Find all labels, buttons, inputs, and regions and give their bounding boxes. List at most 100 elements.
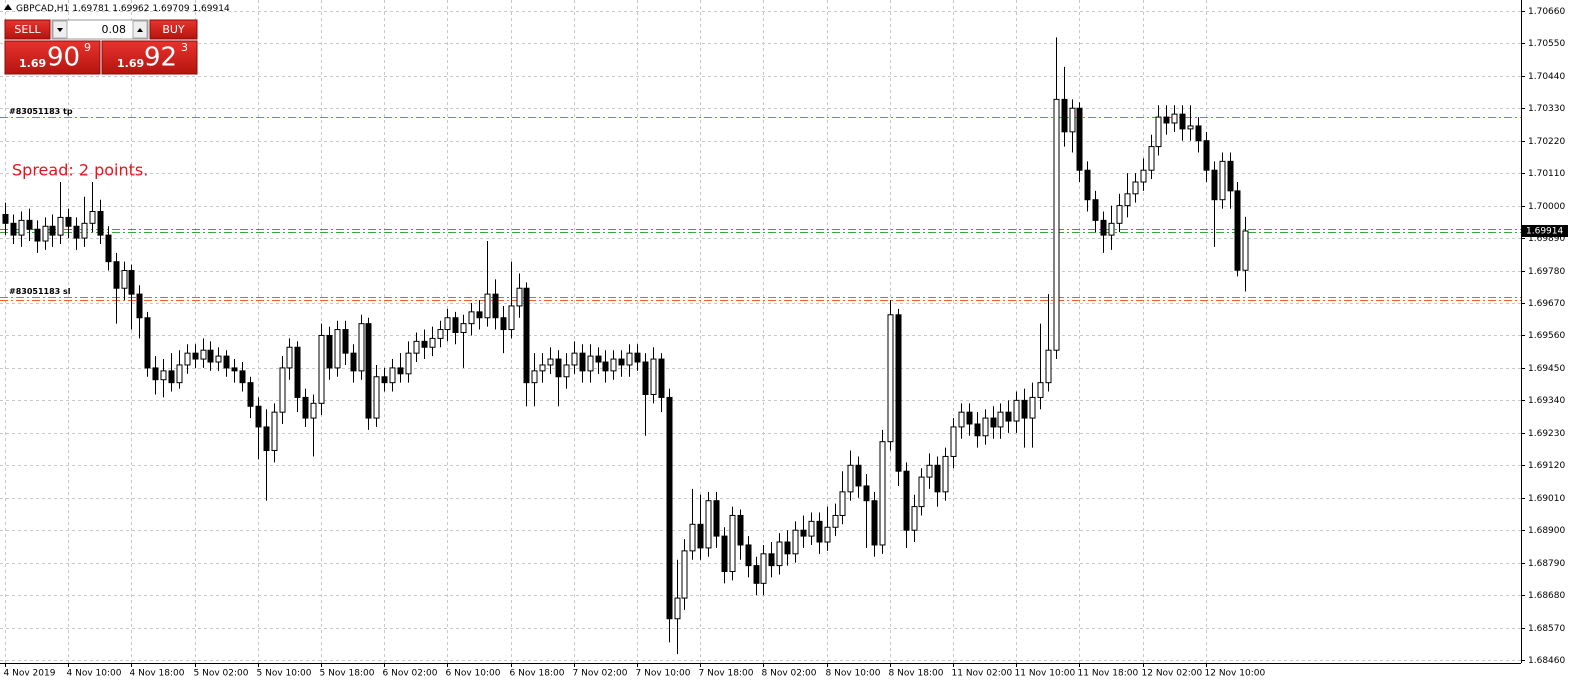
x-tick-label: 6 Nov 18:00: [510, 669, 565, 679]
candle-body: [745, 544, 752, 567]
y-tick-label: 1.70330: [1528, 104, 1565, 114]
candle-body: [1234, 190, 1241, 271]
candle-body: [753, 565, 760, 584]
candle-body: [26, 219, 33, 230]
y-tick-label: 1.69230: [1528, 429, 1565, 439]
candle-body: [2, 213, 9, 224]
candle-body: [10, 222, 17, 236]
y-tick-label: 1.69010: [1528, 494, 1565, 504]
candle-body: [421, 340, 428, 348]
y-tick-label: 1.69780: [1528, 267, 1565, 277]
collapse-icon[interactable]: [4, 4, 12, 10]
candle-body: [926, 464, 933, 478]
candle-body: [571, 352, 578, 366]
candle-body: [1179, 113, 1186, 130]
candle-body: [263, 426, 270, 452]
candle-body: [595, 355, 602, 363]
candle-body: [1108, 222, 1115, 236]
candle-body: [847, 464, 854, 493]
order-level-label: #83051183 tp: [9, 107, 73, 116]
candle-body: [879, 441, 886, 546]
candle-body: [1069, 107, 1076, 133]
candle-body: [634, 352, 641, 363]
candle-body: [121, 270, 128, 289]
candle-body: [563, 364, 570, 378]
candle-body: [271, 411, 278, 452]
candle-body: [1171, 113, 1178, 124]
buy-button[interactable]: [149, 19, 198, 40]
x-tick-label: 12 Nov 02:00: [1142, 669, 1203, 679]
candle-body: [184, 352, 191, 366]
x-tick-label: 12 Nov 10:00: [1205, 669, 1266, 679]
candle-body: [1100, 219, 1107, 236]
candle-body: [832, 514, 839, 528]
y-tick-label: 1.69560: [1528, 331, 1565, 341]
candle-body: [160, 370, 167, 381]
y-tick-label: 1.69450: [1528, 364, 1565, 374]
candle-body: [81, 222, 88, 239]
ask-big: 1.69: [117, 57, 144, 70]
candle-body: [618, 358, 625, 366]
candle-body: [413, 340, 420, 354]
x-tick-label: 5 Nov 18:00: [320, 669, 375, 679]
ask-pips: 92: [144, 43, 177, 73]
candle-body: [697, 523, 704, 549]
candle-body: [373, 376, 380, 419]
candle-body: [610, 358, 617, 372]
x-tick-label: 7 Nov 10:00: [636, 669, 691, 679]
candle-body: [579, 352, 586, 372]
candle-body: [1029, 396, 1036, 419]
candle-body: [1195, 125, 1202, 142]
candle-body: [918, 476, 925, 508]
candle-body: [318, 334, 325, 404]
y-tick-label: 1.68570: [1528, 624, 1565, 634]
candle-body: [658, 358, 665, 398]
candle-body: [334, 329, 341, 369]
y-tick-label: 1.70440: [1528, 72, 1565, 82]
candle-body: [1140, 169, 1147, 183]
candle-body: [437, 329, 444, 339]
candle-body: [768, 553, 775, 567]
candle-body: [492, 293, 499, 319]
candle-body: [144, 317, 151, 369]
candle-body: [500, 317, 507, 331]
candle-body: [895, 314, 902, 472]
ask-box[interactable]: [101, 40, 198, 75]
candle-body: [65, 216, 72, 227]
candle-body: [713, 500, 720, 537]
candle-body: [484, 293, 491, 319]
sell-label: SELL: [14, 23, 41, 36]
y-tick-label: 1.69120: [1528, 461, 1565, 471]
y-tick-label: 1.70220: [1528, 137, 1565, 147]
y-tick-label: 1.68460: [1528, 656, 1565, 666]
candle-body: [1084, 169, 1091, 201]
candle-body: [958, 411, 965, 428]
candle-body: [302, 396, 309, 419]
bid-box[interactable]: [4, 40, 101, 75]
candle-body: [508, 305, 515, 331]
candle-body: [950, 426, 957, 457]
candle-body: [215, 355, 222, 363]
x-tick-label: 6 Nov 10:00: [446, 669, 501, 679]
bid-point: 9: [84, 41, 91, 54]
sell-button[interactable]: [4, 19, 51, 40]
candle-body: [1132, 181, 1139, 195]
candle-body: [737, 514, 744, 546]
candle-body: [982, 417, 989, 437]
candle-body: [49, 225, 56, 236]
candle-body: [990, 417, 997, 428]
down-arrow: [57, 28, 63, 32]
candle-body: [255, 405, 262, 428]
candle-body: [397, 367, 404, 375]
candle-body: [18, 219, 25, 236]
y-tick-label: 1.69890: [1528, 234, 1565, 244]
lot-input[interactable]: [51, 19, 149, 40]
candle-body: [721, 535, 728, 573]
x-tick-label: 11 Nov 02:00: [952, 669, 1013, 679]
candle-body: [942, 455, 949, 493]
candle-body: [326, 334, 333, 369]
candle-body: [444, 317, 451, 331]
candle-body: [42, 225, 49, 242]
candle-body: [792, 529, 799, 555]
